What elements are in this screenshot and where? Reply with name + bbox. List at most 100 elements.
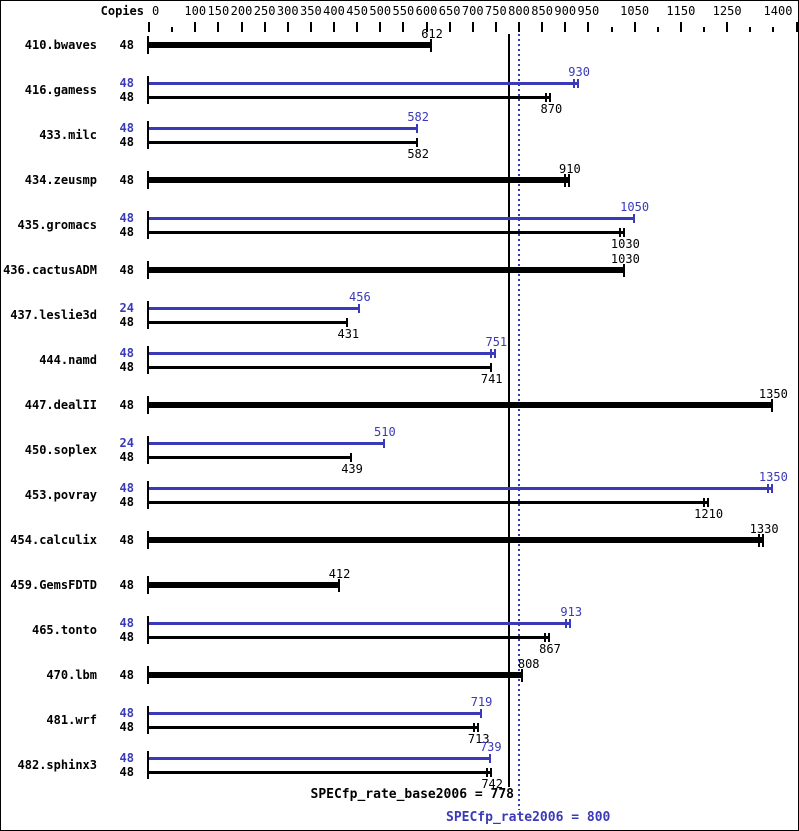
bar-end-tick: [706, 497, 709, 507]
axis-tick-label: 750: [485, 4, 507, 18]
bar-end-tick: [430, 38, 433, 52]
axis-major-tick: [148, 22, 150, 32]
bar-end-tick: [547, 632, 550, 642]
bar-value-label: 1330: [749, 522, 779, 536]
axis-major-tick: [240, 22, 243, 32]
bar-value-label: 510: [374, 425, 396, 439]
axis-tick-label: 800: [508, 4, 530, 18]
benchmark-label: 450.soplex: [24, 443, 97, 457]
axis-major-tick: [564, 22, 567, 32]
axis-tick-label: 150: [207, 4, 230, 18]
bar-value-label: 742: [481, 777, 504, 791]
bar-value-label: 412: [328, 567, 351, 581]
bar-end-tick: [357, 303, 360, 313]
bar-value-label: 1030: [610, 237, 640, 251]
axis-tick-label: 550: [392, 4, 415, 18]
bar-end-tick: [486, 767, 489, 777]
bar-end-tick: [563, 173, 566, 187]
benchmark-row: 437.leslie3d 24 456 48 431: [1, 290, 798, 341]
bar-end-tick: [350, 452, 353, 462]
bar-value-label: 582: [407, 147, 430, 161]
copies-value: 48: [119, 211, 134, 225]
copies-value: 24: [119, 301, 134, 315]
axis-major-tick: [309, 22, 312, 32]
axis-minor-tick: [171, 27, 174, 32]
benchmark-row: 450.soplex 24 510 48 439: [1, 425, 798, 476]
benchmark-label: 434.zeusmp: [24, 173, 97, 187]
copies-value: 48: [119, 450, 134, 464]
benchmark-label: 437.leslie3d: [10, 308, 97, 322]
axis-tick-label: 400: [323, 4, 345, 18]
axis-tick-label: 500: [369, 4, 392, 18]
copies-value: 48: [119, 121, 134, 135]
copies-value: 48: [119, 481, 134, 495]
benchmark-row: 444.namd 48 751 48 741: [1, 335, 798, 386]
axis-tick-label: 350: [300, 4, 322, 18]
row-axis-spine: [147, 76, 149, 104]
bar-base: [149, 455, 353, 459]
bar-end-tick: [758, 533, 761, 547]
row-axis-spine: [147, 706, 149, 734]
axis-minor-tick: [703, 27, 705, 32]
bar-end-tick: [490, 767, 493, 777]
bar-value-label: 1350: [758, 470, 788, 484]
bar-peak: [149, 621, 572, 625]
benchmark-row: 481.wrf 48 719 48 713: [1, 695, 798, 746]
row-axis-spine: [147, 261, 149, 279]
row-axis-spine: [147, 576, 149, 594]
copies-value: 48: [119, 263, 134, 277]
benchmark-label: 470.lbm: [46, 668, 97, 682]
axis-tick-label: 600: [415, 4, 438, 18]
axis-major-tick: [402, 22, 405, 32]
benchmark-label: 453.povray: [24, 488, 97, 502]
bar-end-tick: [623, 227, 626, 237]
bar-base: [149, 725, 479, 729]
axis-minor-tick: [749, 27, 752, 32]
copies-value: 24: [119, 436, 134, 450]
bar-value-label: 751: [485, 335, 508, 349]
copies-value: 48: [119, 90, 134, 104]
bar-base: [149, 402, 774, 408]
bar-base: [149, 770, 493, 774]
bar-end-tick: [762, 533, 765, 547]
benchmark-label: 416.gamess: [24, 83, 97, 97]
benchmark-row: 416.gamess 48 930 48 870: [1, 65, 798, 116]
bar-end-tick: [771, 398, 774, 412]
axis-tick-label: 1150: [666, 4, 696, 18]
benchmark-row: 435.gromacs 48 1050 48 1030: [1, 200, 798, 251]
copies-value: 48: [119, 720, 134, 734]
bar-value-label: 1050: [620, 200, 650, 214]
bar-value-label: 930: [568, 65, 590, 79]
row-axis-spine: [147, 301, 149, 329]
axis-tick-label: 1400: [763, 4, 793, 18]
bar-end-tick: [476, 722, 479, 732]
benchmark-row: 459.GemsFDTD 48 412: [1, 563, 798, 608]
bar-base: [149, 42, 433, 48]
benchmark-label: 465.tonto: [31, 623, 97, 637]
base-result-line: [507, 34, 510, 787]
benchmark-label: 435.gromacs: [17, 218, 97, 232]
bar-peak: [149, 756, 491, 760]
axis-major-tick: [541, 22, 544, 32]
bar-end-tick: [479, 708, 482, 718]
benchmark-row: 436.cactusADM 48 1030: [1, 248, 798, 293]
bar-end-tick: [565, 618, 568, 628]
copies-value: 48: [119, 76, 134, 90]
bar-end-tick: [382, 438, 385, 448]
benchmark-row: 447.dealII 48 1350: [1, 383, 798, 428]
bar-value-label: 1350: [758, 387, 788, 401]
axis-tick-label: 100: [184, 4, 207, 18]
bar-end-tick: [619, 227, 622, 237]
bar-value-label: 1030: [610, 252, 640, 266]
copies-value: 48: [119, 765, 134, 779]
benchmark-row: 410.bwaves 48 612: [1, 23, 798, 68]
axis-minor-tick: [772, 27, 775, 32]
bar-base: [149, 582, 340, 588]
axis-major-tick: [356, 22, 359, 32]
bar-end-tick: [472, 722, 475, 732]
benchmark-label: 410.bwaves: [24, 38, 97, 52]
bar-peak: [149, 351, 497, 355]
axis-tick-label: 0: [152, 4, 160, 18]
copies-value: 48: [119, 533, 134, 547]
